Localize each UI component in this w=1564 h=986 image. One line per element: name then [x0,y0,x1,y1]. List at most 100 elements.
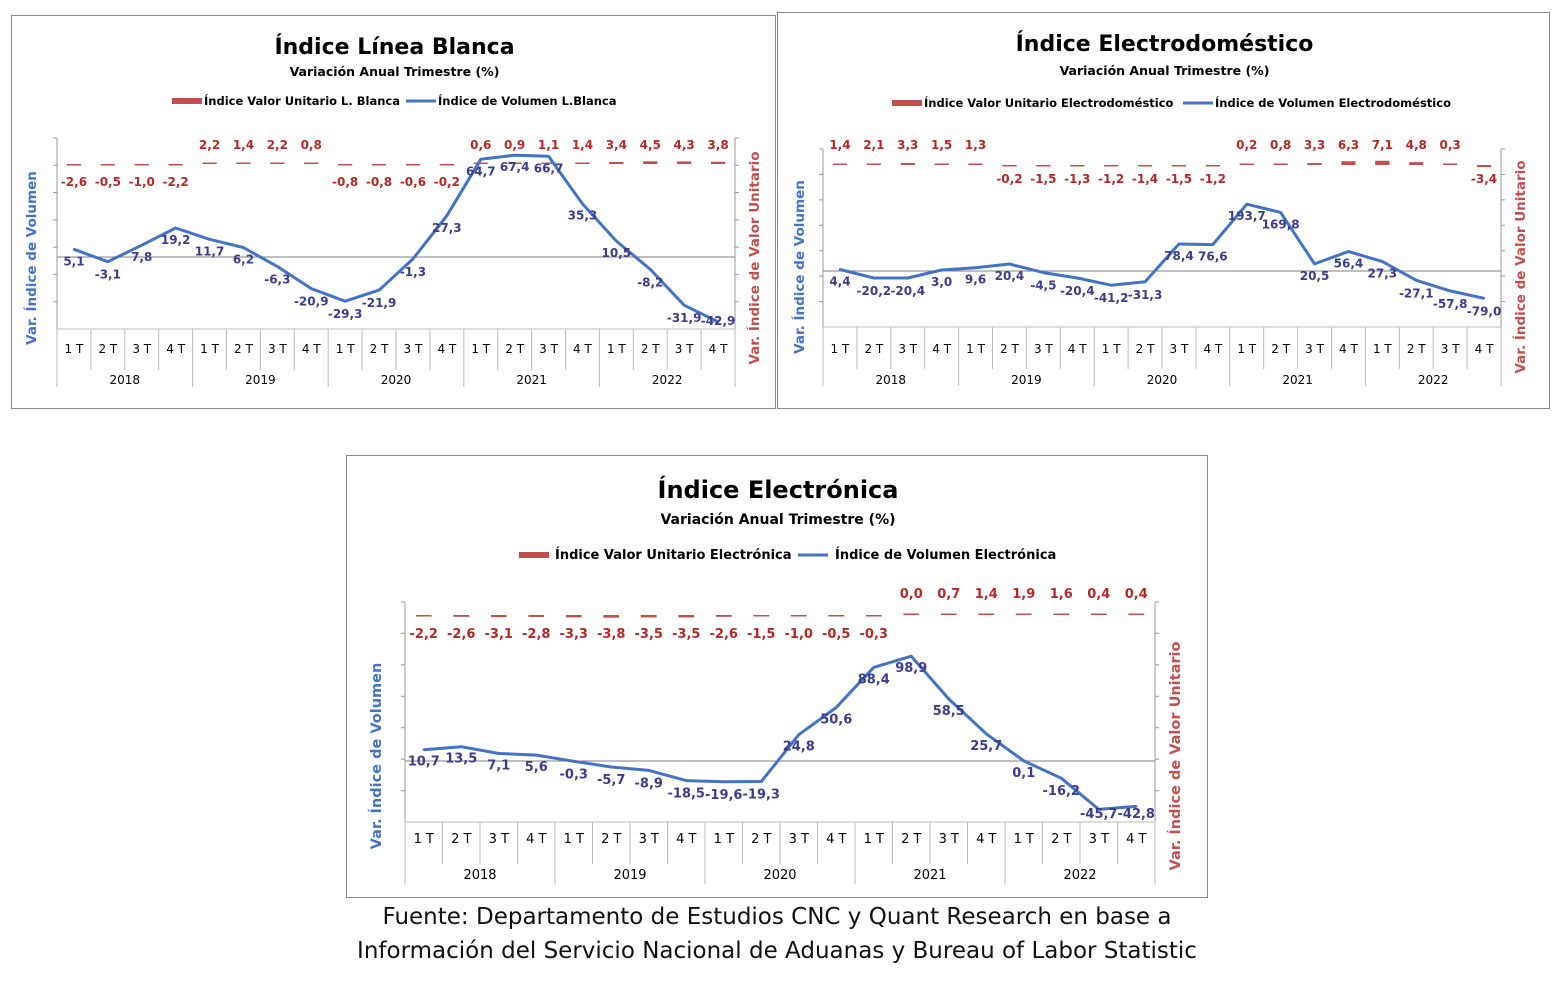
quarter-tick-label: 1 T [564,832,584,847]
volume-data-label: 10,5 [602,246,632,260]
volume-point [1097,808,1100,811]
volume-point [835,706,838,709]
volume-point [572,760,575,763]
chart-title: Índice Electrónica [658,475,899,504]
series-unit-value [66,161,726,166]
quarter-tick-label: 2 T [601,832,621,847]
quarter-tick-label: 3 T [1170,342,1189,356]
volume-data-label: -0,3 [560,767,588,782]
quarter-tick-label: 3 T [1089,832,1109,847]
unit-value-mark [1375,160,1390,165]
quarter-tick-label: 3 T [132,342,151,356]
chart-subtitle: Variación Anual Trimestre (%) [1060,63,1270,78]
left-axis-title: Var. Índice de Volumen [791,180,808,354]
year-tick-label: 2021 [516,373,547,387]
year-tick-label: 2020 [763,868,796,883]
chart-panel-electronica: Índice Electrónica Variación Anual Trimes… [346,455,1208,898]
volume-point [1008,262,1011,266]
unit-value-mark [678,615,695,618]
unit-value-label: 0,2 [1236,138,1257,152]
volume-point [1279,211,1282,214]
quarter-tick-label: 3 T [404,342,423,356]
unit-value-label: 4,3 [674,138,695,152]
volume-point [722,780,725,783]
volume-point [445,214,449,217]
unit-value-mark [528,615,545,617]
volume-data-label: -8,2 [637,275,663,289]
volume-point [1109,284,1113,287]
volume-data-label: -42,8 [1118,807,1155,822]
quarter-tick-label: 3 T [539,342,558,356]
unit-value-label: 2,1 [863,138,884,152]
volume-point [940,268,943,272]
year-tick-label: 2021 [913,868,946,883]
volume-point [1448,289,1452,293]
unit-value-mark [270,162,285,164]
volume-point [760,780,763,783]
quarter-tick-label: 1 T [414,832,434,847]
unit-value-label: 0,6 [470,138,491,152]
right-axis-title: Var. Índice de Valor Unitario [1512,160,1529,373]
unit-value-mark [940,613,957,615]
volume-data-label: -31,3 [1128,288,1163,302]
volume-data-label: 3,0 [931,275,952,289]
volume-data-label: 76,6 [1198,250,1228,264]
unit-value-mark [415,615,432,617]
volume-data-label: 10,7 [408,755,440,770]
year-tick-label: 2018 [463,868,496,883]
quarter-tick-label: 1 T [200,342,219,356]
series-unit-value [415,613,1145,618]
unit-value-label: -0,5 [822,627,850,642]
unit-value-mark [1015,613,1032,615]
left-axis-title: Var. Índice de Volumen [23,171,40,345]
unit-value-label: 0,3 [1440,138,1461,152]
unit-value-label: 7,1 [1372,138,1393,152]
unit-value-label: 0,9 [504,138,525,152]
chart-electronica: Índice Electrónica Variación Anual Trimes… [368,475,1184,884]
quarter-tick-label: 1 T [714,832,734,847]
volume-data-label: 9,6 [965,273,986,287]
volume-data-label: -19,3 [743,787,780,802]
unit-value-mark [677,161,692,164]
unit-value-mark [304,162,319,164]
volume-data-label: -42,9 [701,314,736,328]
unit-value-mark [1070,165,1085,167]
quarter-tick-label: 4 T [302,342,321,356]
unit-value-label: -0,2 [434,175,460,189]
quarter-tick-label: 4 T [1126,832,1146,847]
volume-point [497,752,500,755]
volume-data-label: 4,4 [829,274,850,288]
unit-value-label: 3,3 [1304,138,1325,152]
unit-value-label: 3,3 [897,138,918,152]
unit-value-mark [1273,163,1288,165]
quarter-tick-label: 3 T [489,832,509,847]
unit-value-label: 0,0 [900,587,923,602]
unit-value-label: 0,8 [1270,138,1291,152]
volume-point [106,260,110,263]
volume-point [910,654,913,658]
quarter-tick-label: 1 T [1373,342,1392,356]
unit-value-label: 4,5 [640,138,661,152]
quarter-tick-label: 4 T [526,832,546,847]
unit-value-label: 1,5 [931,138,952,152]
quarter-tick-label: 4 T [573,342,592,356]
volume-data-label: -20,2 [857,284,892,298]
volume-data-label: 66,7 [534,161,564,175]
volume-data-label: 7,1 [487,758,510,773]
unit-value-mark [100,164,115,166]
unit-value-label: -1,3 [1064,172,1090,186]
volume-point [1211,243,1215,246]
quarter-tick-label: 2 T [901,832,921,847]
quarter-tick-label: 4 T [932,342,951,356]
volume-data-label: 50,6 [820,712,852,727]
unit-value-mark [1205,165,1220,167]
unit-value-mark [1002,165,1017,167]
quarter-tick-label: 4 T [826,832,846,847]
unit-value-mark [565,615,582,618]
chart-title: Índice Electrodoméstico [1016,31,1314,57]
volume-point [716,320,720,323]
volume-data-label: 20,5 [1300,269,1330,283]
quarter-tick-label: 2 T [234,342,253,356]
quarter-tick-label: 1 T [1102,342,1121,356]
unit-value-mark [453,615,470,617]
